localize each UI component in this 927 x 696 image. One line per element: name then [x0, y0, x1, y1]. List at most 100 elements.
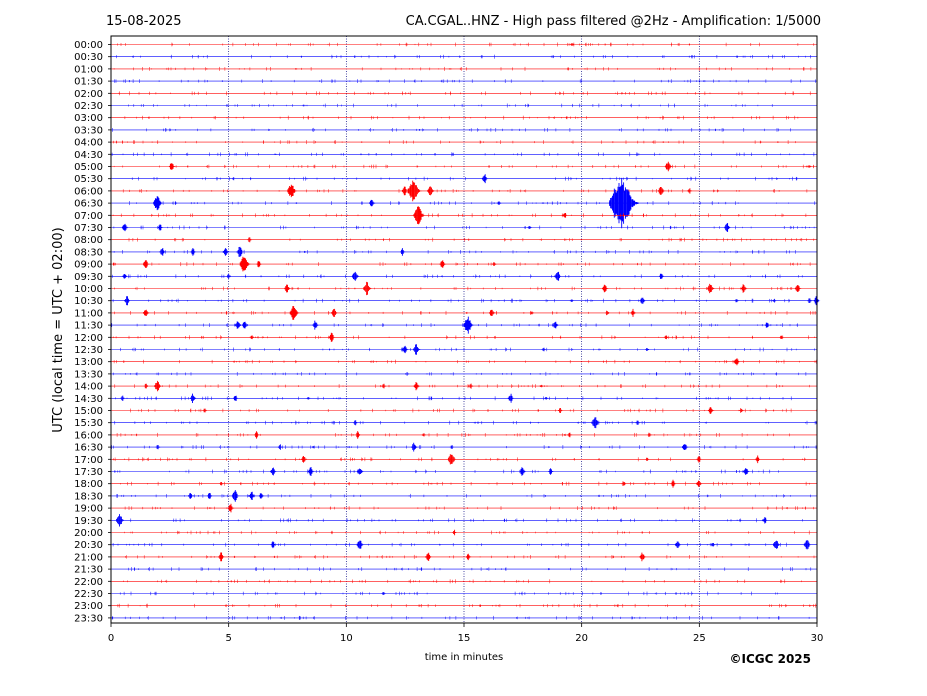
seismic-event — [116, 514, 125, 527]
seismic-event — [466, 553, 472, 561]
trace-noise-0300 — [124, 115, 799, 120]
seismic-event — [270, 541, 277, 549]
seismic-event — [143, 260, 150, 268]
trace-noise-0730 — [113, 225, 815, 230]
y-tick-label: 23:30 — [74, 613, 103, 624]
seismic-event — [218, 552, 225, 562]
seismic-event — [496, 201, 502, 205]
seismic-event — [400, 248, 406, 256]
seismic-event — [277, 444, 283, 450]
seismic-event — [670, 479, 677, 488]
seismic-event — [772, 298, 777, 303]
seismic-event — [155, 445, 161, 450]
seismic-event — [664, 161, 673, 172]
x-tick-label: 20 — [575, 633, 588, 644]
y-tick-label: 02:30 — [74, 101, 103, 112]
seismic-event — [489, 309, 496, 316]
seismic-event — [605, 310, 611, 316]
seismic-event — [621, 481, 626, 486]
seismic-event — [794, 285, 802, 292]
seismic-event — [674, 541, 682, 548]
seismic-event — [223, 248, 230, 256]
seismic-event — [249, 491, 256, 500]
trace-noise-0400 — [113, 140, 796, 145]
x-tick-label: 15 — [458, 633, 471, 644]
seismic-event — [602, 284, 609, 293]
seismic-event — [807, 165, 812, 168]
trace-noise-1200 — [112, 335, 815, 340]
seismic-event — [247, 237, 253, 243]
y-tick-label: 08:00 — [74, 235, 103, 246]
seismic-event — [739, 408, 745, 413]
seismic-event — [401, 345, 409, 354]
seismic-event — [121, 223, 129, 232]
seismic-event — [696, 480, 703, 487]
seismic-event — [207, 493, 213, 499]
seismic-event — [507, 393, 515, 403]
trace-noise-1530 — [114, 420, 817, 425]
seismic-event — [226, 273, 231, 279]
y-tick-label: 10:30 — [74, 296, 103, 307]
seismic-event — [682, 444, 689, 450]
seismic-event — [481, 174, 489, 184]
seismic-event — [159, 248, 166, 256]
seismic-event — [241, 321, 249, 329]
y-tick-label: 10:00 — [74, 284, 103, 295]
seismic-event — [539, 384, 544, 388]
seismic-event — [630, 308, 637, 317]
seismic-event — [413, 206, 426, 225]
y-tick-label: 03:00 — [74, 113, 103, 124]
seismic-event — [270, 467, 277, 476]
y-tick-label: 06:30 — [74, 199, 103, 210]
seismic-event — [363, 281, 372, 296]
seismic-event — [154, 380, 162, 392]
trace-noise-0200 — [118, 91, 811, 96]
y-tick-label: 03:30 — [74, 125, 103, 136]
seismic-event — [639, 552, 647, 562]
seismic-event — [548, 468, 554, 475]
y-tick-label: 22:30 — [74, 589, 103, 600]
seismic-event — [639, 297, 647, 304]
seismic-event — [287, 184, 298, 198]
seismic-event — [273, 153, 278, 155]
y-tick-label: 04:30 — [74, 150, 103, 161]
seismic-event — [519, 467, 527, 476]
trace-noise-0700 — [112, 213, 807, 218]
seismic-event — [764, 322, 771, 328]
y-tick-label: 12:00 — [74, 333, 103, 344]
trace-noise-2230 — [119, 591, 818, 596]
y-tick-label: 05:30 — [74, 174, 103, 185]
seismic-traces — [111, 42, 821, 620]
seismic-event — [227, 503, 235, 513]
trace-noise-2130 — [128, 567, 812, 572]
seismic-event — [306, 397, 311, 400]
trace-noise-2200 — [123, 579, 802, 584]
y-axis-label: UTC (local time = UTC + 02:00) — [51, 227, 66, 432]
y-tick-label: 07:00 — [74, 211, 103, 222]
seismic-event — [529, 311, 534, 315]
seismic-event — [724, 223, 731, 232]
seismic-event — [773, 540, 781, 549]
trace-noise-0500 — [113, 164, 814, 169]
x-axis-label: time in minutes — [425, 652, 504, 663]
trace-noise-0430 — [111, 152, 815, 157]
seismic-event — [153, 196, 163, 211]
trace-noise-2100 — [125, 554, 815, 559]
y-tick-label: 11:00 — [74, 308, 103, 319]
seismic-event — [421, 433, 426, 437]
seismic-event — [168, 163, 176, 170]
seismic-event — [331, 308, 338, 317]
seismic-event — [236, 246, 245, 257]
seismic-event — [357, 468, 364, 475]
y-tick-label: 01:30 — [74, 77, 103, 88]
y-tick-label: 20:00 — [74, 528, 103, 539]
trace-noise-0030 — [116, 54, 811, 59]
y-tick-label: 00:30 — [74, 52, 103, 63]
trace-noise-0900 — [113, 262, 811, 267]
seismic-event — [356, 540, 365, 549]
y-tick-label: 18:00 — [74, 479, 103, 490]
chart-title: CA.CGAL..HNZ - High pass filtered @2Hz -… — [406, 14, 821, 29]
x-tick-label: 10 — [340, 633, 353, 644]
seismic-event — [554, 271, 562, 281]
seismic-event — [635, 420, 641, 425]
